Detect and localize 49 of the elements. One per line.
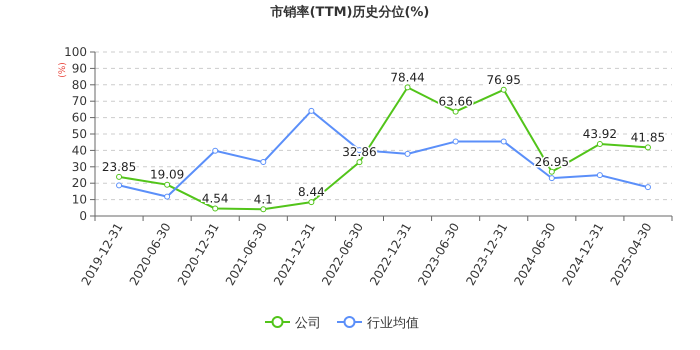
title: 市销率(TTM)历史分位(%) — [270, 5, 430, 20]
ytick: 90 — [72, 61, 87, 76]
point — [212, 206, 218, 212]
ytick: 70 — [72, 94, 87, 108]
point — [260, 206, 266, 212]
ytick: 100 — [64, 45, 87, 59]
point — [452, 108, 459, 115]
data-label: 43.92 — [582, 126, 618, 141]
point — [164, 182, 170, 188]
ytick: 40 — [72, 143, 87, 158]
data-label: 23.85 — [102, 160, 136, 174]
point — [548, 175, 555, 182]
legend-item: 行业均值 — [337, 316, 419, 331]
point — [452, 138, 459, 145]
data-label: 63.66 — [438, 94, 473, 109]
point — [116, 182, 122, 188]
data-label: 4.54 — [202, 192, 229, 206]
ytick: 10 — [72, 192, 87, 207]
point — [644, 184, 651, 190]
data-label: 76.95 — [486, 72, 521, 87]
data-label: 19.09 — [150, 168, 184, 182]
legend-item: 公司 — [265, 316, 321, 331]
data-label: 78.44 — [390, 70, 425, 84]
ytick: 50 — [72, 127, 87, 141]
point — [308, 108, 314, 114]
ytick: 0 — [79, 209, 87, 223]
point — [116, 174, 122, 180]
point — [596, 172, 603, 178]
point — [500, 86, 507, 93]
point — [356, 159, 362, 166]
legend-label: 行业均值 — [367, 316, 419, 331]
point — [548, 168, 555, 175]
point — [212, 148, 218, 154]
point — [164, 194, 170, 200]
ytick: 30 — [72, 160, 87, 174]
data-label: 4.1 — [254, 192, 273, 206]
ytick: 60 — [72, 110, 87, 125]
point — [404, 150, 411, 157]
point — [500, 138, 507, 145]
data-label: 41.85 — [630, 130, 666, 144]
legend-label: 公司 — [295, 316, 321, 331]
point — [644, 144, 651, 150]
point — [404, 84, 411, 90]
point — [260, 159, 266, 166]
ytick: 80 — [72, 78, 87, 92]
ytick: 20 — [72, 176, 87, 190]
point — [596, 140, 603, 147]
ylabel: (%) — [58, 62, 68, 78]
point — [308, 199, 314, 206]
